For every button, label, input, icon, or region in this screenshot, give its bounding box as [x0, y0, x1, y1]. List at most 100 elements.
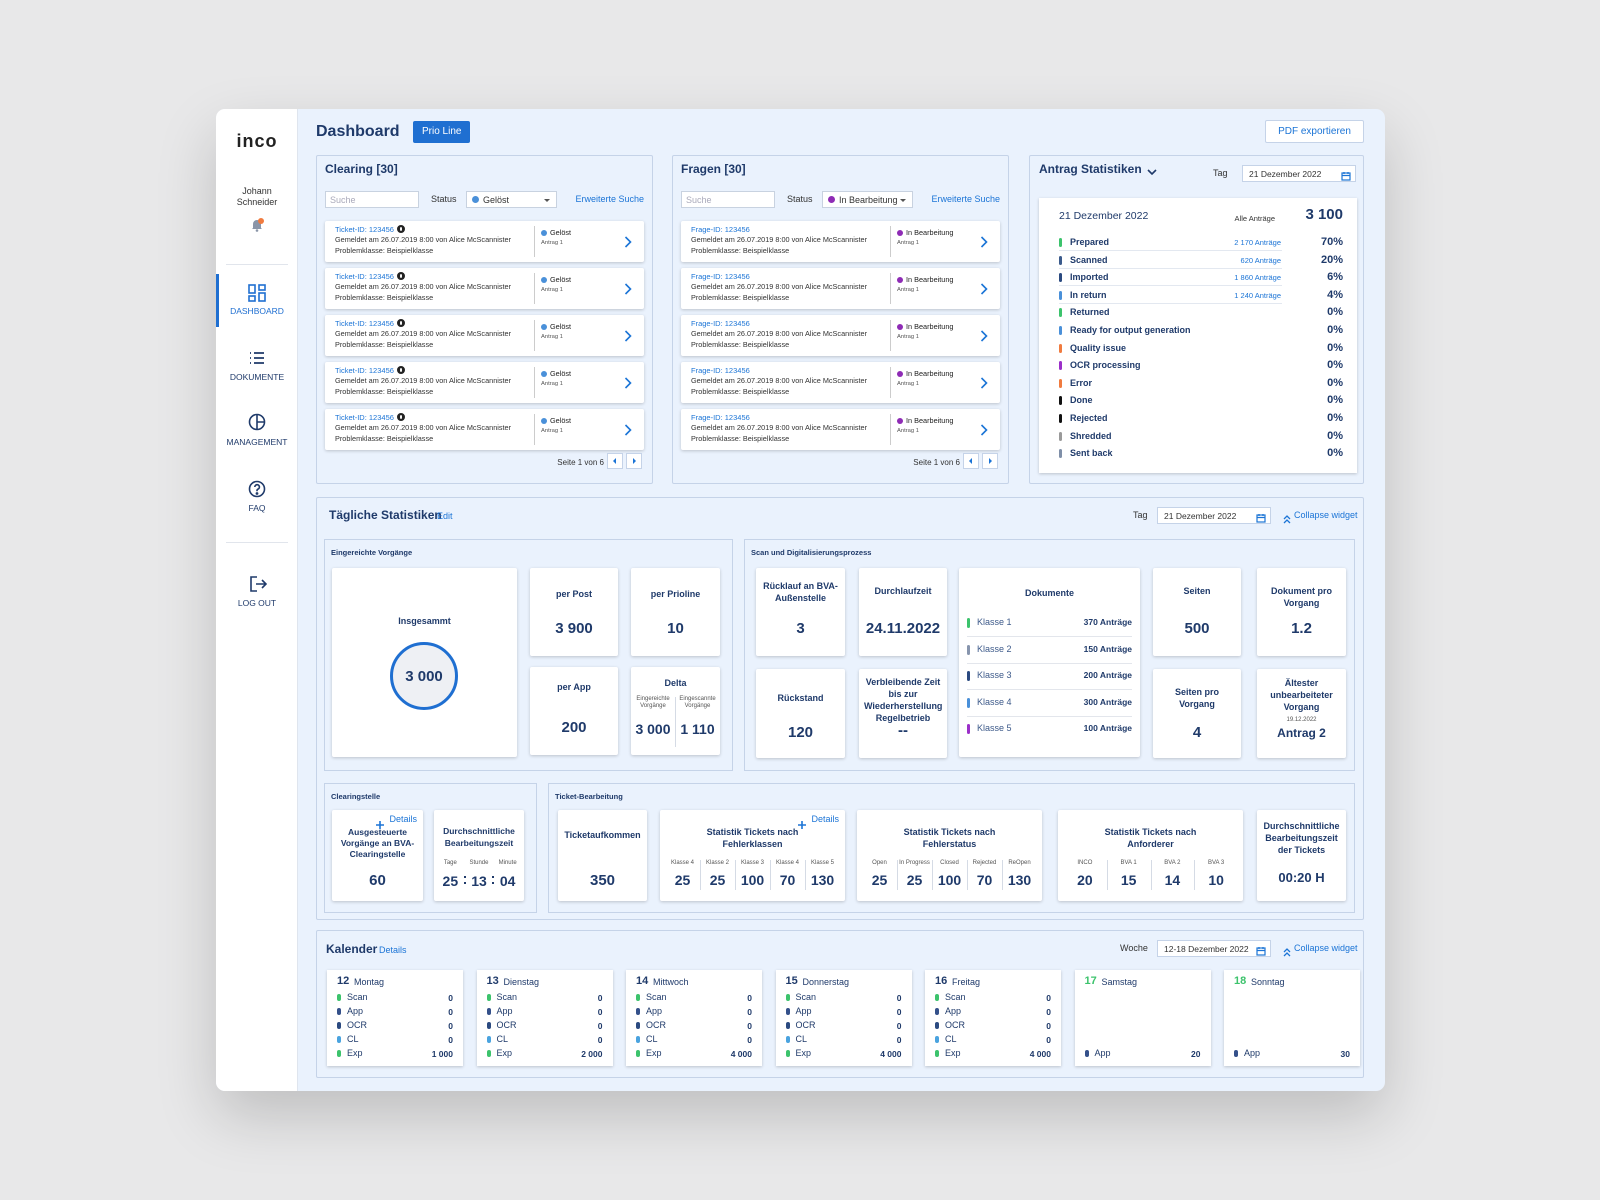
- export-button[interactable]: PDF exportieren: [1265, 120, 1364, 143]
- day-number: 13: [486, 975, 499, 987]
- status-dot: [541, 371, 547, 377]
- ticket-card[interactable]: Ticket-ID: 123456 Gemeldet am 26.07.2019 …: [325, 362, 644, 403]
- pager-arrow: [633, 458, 639, 464]
- icon-part: [248, 295, 256, 302]
- ticket-card[interactable]: Ticket-ID: 123456 Gemeldet am 26.07.2019 …: [325, 268, 644, 309]
- details-link[interactable]: Details: [379, 945, 407, 955]
- chevron: [624, 329, 632, 347]
- icon-part: [980, 283, 988, 295]
- ticket-card[interactable]: Ticket-ID: 123456 Gemeldet am 26.07.2019 …: [325, 221, 644, 262]
- plus-icon: [798, 816, 806, 834]
- advanced-search[interactable]: Erweiterte Suche: [931, 194, 1000, 204]
- date-input[interactable]: 21 Dezember 2022: [1157, 507, 1271, 524]
- bell-icon[interactable]: [250, 218, 264, 232]
- status-dot: [541, 230, 547, 236]
- date-input[interactable]: 12-18 Dezember 2022: [1157, 940, 1271, 957]
- row-dot: [935, 993, 939, 1001]
- logout[interactable]: LOG OUT: [237, 598, 277, 608]
- details-link[interactable]: Details: [389, 814, 417, 824]
- ticket-card[interactable]: Frage-ID: 123456 Gemeldet am 26.07.2019 8…: [681, 362, 1000, 403]
- nav-icon: [249, 575, 268, 598]
- ticket-card[interactable]: Ticket-ID: 123456 Gemeldet am 26.07.2019 …: [325, 409, 644, 450]
- row-label: OCR: [347, 1019, 367, 1030]
- pager-button[interactable]: [626, 453, 642, 469]
- row-value: 4 000: [1029, 1049, 1051, 1059]
- part-value: 100: [937, 872, 962, 888]
- ticket-sub: Antrag 1: [897, 381, 919, 387]
- details-link[interactable]: Details: [811, 814, 839, 824]
- stat-value: 500: [1184, 620, 1210, 637]
- advanced-search[interactable]: Erweiterte Suche: [575, 194, 644, 204]
- icon-part: [1283, 948, 1291, 957]
- row-value: 0: [448, 992, 453, 1003]
- status-dot: [541, 277, 547, 283]
- status-select[interactable]: Gelöst: [466, 191, 557, 208]
- status-bar: [1059, 308, 1062, 318]
- separator-dot: [492, 882, 495, 884]
- nav-item[interactable]: DASHBOARD: [230, 306, 284, 316]
- stat-tile: Durchschnittliche Bearbeitungszeit Tage 25…: [434, 810, 524, 901]
- icon-part: [376, 821, 384, 829]
- day-card: 17 Samstag App 20: [1074, 970, 1211, 1066]
- ticket-sub: Antrag 1: [541, 240, 563, 246]
- status-name: Rejected: [1070, 413, 1108, 423]
- ticket-status: Gelöst: [550, 275, 572, 284]
- ticket-card[interactable]: Ticket-ID: 123456 Gemeldet am 26.07.2019 …: [325, 315, 644, 356]
- ticket-id: Frage-ID: 123456: [691, 272, 750, 281]
- status-count: 1 860 Anträge: [1234, 273, 1281, 283]
- row-value: 0: [448, 1006, 453, 1017]
- part-label: In Progress: [899, 860, 930, 866]
- search-input[interactable]: Suche: [325, 191, 419, 208]
- pager-button[interactable]: [963, 453, 979, 469]
- panel-title[interactable]: Antrag Statistiken: [1039, 162, 1142, 176]
- icon-part: [1283, 515, 1291, 524]
- row-label: App: [945, 1005, 962, 1016]
- stat-tile: Seiten pro Vorgang 4: [1153, 669, 1241, 758]
- part-divider: [967, 860, 968, 890]
- collapse-link[interactable]: Collapse widget: [1294, 510, 1358, 520]
- status-select[interactable]: In Bearbeitung: [822, 191, 913, 208]
- icon-part: [624, 377, 632, 389]
- logo: inco: [236, 131, 278, 151]
- ticket-id: Frage-ID: 123456: [691, 319, 750, 328]
- part-label: Eingescannte Vorgänge: [679, 696, 716, 709]
- ticket-card[interactable]: Frage-ID: 123456 Gemeldet am 26.07.2019 8…: [681, 409, 1000, 450]
- status-pct: 0%: [1327, 447, 1343, 460]
- pager-arrow: [610, 458, 616, 464]
- pager-button[interactable]: [607, 453, 623, 469]
- row-dot: [337, 1007, 341, 1015]
- chevron: [624, 282, 632, 300]
- prio-badge[interactable]: Prio Line: [413, 121, 471, 143]
- part-label: INCO: [1077, 860, 1093, 866]
- status-name: In return: [1070, 289, 1107, 300]
- ticket-sub: Antrag 1: [897, 428, 919, 434]
- row-dot: [935, 1007, 939, 1015]
- status-value: Gelöst: [483, 195, 510, 205]
- pager-button[interactable]: [982, 453, 998, 469]
- search-input[interactable]: Suche: [681, 191, 775, 208]
- date-input[interactable]: 21 Dezember 2022: [1242, 165, 1356, 182]
- row-dot: [935, 1021, 939, 1029]
- ticket-card[interactable]: Frage-ID: 123456 Gemeldet am 26.07.2019 8…: [681, 268, 1000, 309]
- status-bar: [1059, 273, 1062, 283]
- stat-value: 3 900: [555, 620, 593, 637]
- collapse-link[interactable]: Collapse widget: [1294, 943, 1358, 953]
- separator: [226, 264, 288, 265]
- pager-arrow: [989, 458, 995, 464]
- nav-item[interactable]: DOKUMENTE: [229, 372, 285, 382]
- status-pct: 0%: [1327, 429, 1343, 442]
- nav-item[interactable]: MANAGEMENT: [226, 437, 288, 447]
- row-line: [967, 662, 1132, 664]
- row-value: 4 000: [730, 1049, 752, 1059]
- row-label: Exp: [945, 1048, 961, 1058]
- edit-link[interactable]: Edit: [437, 511, 453, 521]
- ticket-status: Gelöst: [550, 369, 572, 378]
- row-label: CL: [347, 1033, 359, 1044]
- ticket-class: Problemklasse: Beispielklasse: [691, 293, 790, 302]
- status-bar: [1059, 414, 1062, 423]
- part-value: 70: [976, 872, 993, 888]
- row-label: CL: [646, 1033, 658, 1044]
- nav-item[interactable]: FAQ: [248, 503, 266, 513]
- ticket-card[interactable]: Frage-ID: 123456 Gemeldet am 26.07.2019 8…: [681, 315, 1000, 356]
- ticket-card[interactable]: Frage-ID: 123456 Gemeldet am 26.07.2019 8…: [681, 221, 1000, 262]
